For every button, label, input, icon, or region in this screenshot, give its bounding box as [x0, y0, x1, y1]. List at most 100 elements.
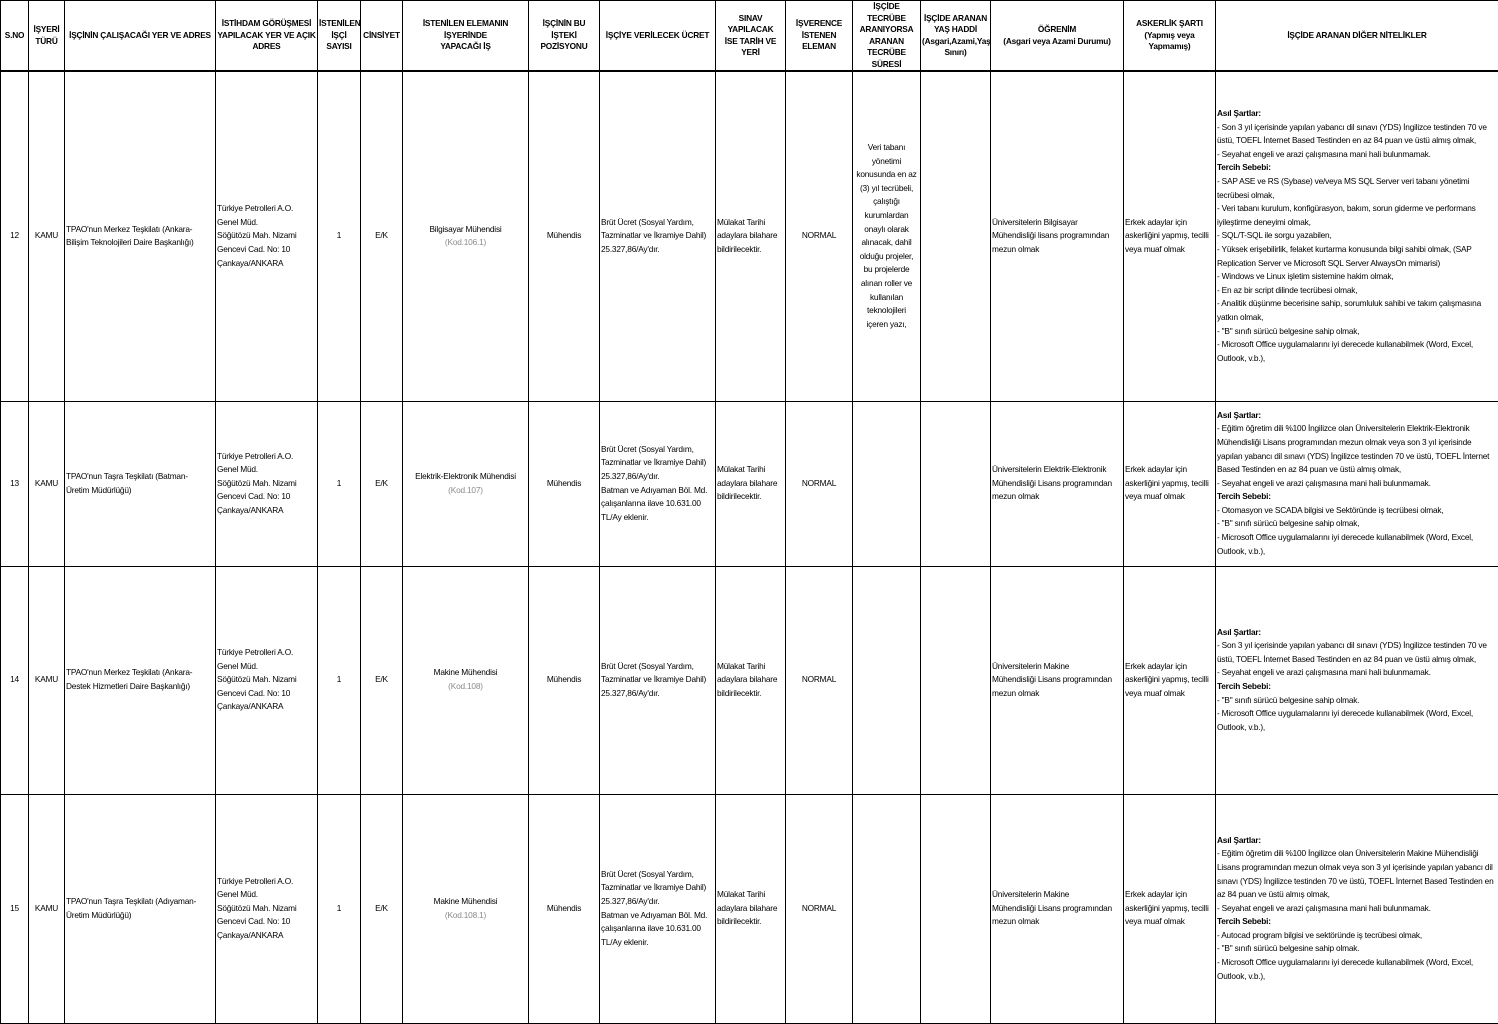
tercih-sebebi-heading: Tercih Sebebi:: [1217, 162, 1271, 172]
cell-askerlik: Erkek adaylar için askerliğini yapmış, t…: [1124, 794, 1216, 1023]
cell-isyeri-turu: KAMU: [29, 401, 65, 566]
cell-pozisyon: Mühendis: [529, 566, 600, 794]
cell-isyeri-turu: KAMU: [29, 566, 65, 794]
cell-ucret: Brüt Ücret (Sosyal Yardım, Tazminatlar v…: [600, 401, 716, 566]
cell-istenen-eleman: NORMAL: [786, 71, 853, 401]
header-yas-haddi: İŞÇİDE ARANAN YAŞ HADDİ (Asgari,Azami,Ya…: [921, 1, 991, 72]
asil-sartlar-text: - Son 3 yıl içerisinde yapılan yabancı d…: [1217, 122, 1487, 159]
cell-diger-nitelikler: Asıl Şartlar: - Son 3 yıl içerisinde yap…: [1216, 71, 1498, 401]
cell-gorusme-yeri: Türkiye Petrolleri A.O. Genel Müd. Söğüt…: [216, 71, 318, 401]
job-code: (Kod.108.1): [445, 910, 486, 920]
cell-ucret: Brüt Ücret (Sosyal Yardım, Tazminatlar v…: [600, 794, 716, 1023]
job-code: (Kod.106.1): [445, 237, 486, 247]
cell-yapacagi-is: Elektrik-Elektronik Mühendisi (Kod.107): [403, 401, 529, 566]
cell-askerlik: Erkek adaylar için askerliğini yapmış, t…: [1124, 401, 1216, 566]
cell-pozisyon: Mühendis: [529, 71, 600, 401]
cell-askerlik: Erkek adaylar için askerliğini yapmış, t…: [1124, 71, 1216, 401]
cell-isci-sayisi: 1: [318, 401, 361, 566]
job-title: Elektrik-Elektronik Mühendisi: [415, 471, 516, 481]
job-title: Makine Mühendisi: [434, 667, 498, 677]
cell-pozisyon: Mühendis: [529, 794, 600, 1023]
job-title: Bilgisayar Mühendisi: [429, 224, 501, 234]
header-ogrenim: ÖĞRENİM (Asgari veya Azami Durumu): [991, 1, 1124, 72]
header-calisacagi-yer: İŞÇİNİN ÇALIŞACAĞI YER VE ADRES: [65, 1, 216, 72]
asil-sartlar-text: - Son 3 yıl içerisinde yapılan yabancı d…: [1217, 640, 1487, 677]
header-cinsiyet: CİNSİYET: [361, 1, 403, 72]
cell-yas-haddi: [921, 401, 991, 566]
cell-istenen-eleman: NORMAL: [786, 566, 853, 794]
cell-calisacagi-yer: TPAO'nun Taşra Teşkilatı (Adıyaman- Üret…: [65, 794, 216, 1023]
cell-isyeri-turu: KAMU: [29, 794, 65, 1023]
asil-sartlar-heading: Asıl Şartlar:: [1217, 835, 1261, 845]
header-gorusme-yeri: İSTİHDAM GÖRÜŞMESİ YAPILACAK YER VE AÇIK…: [216, 1, 318, 72]
cell-pozisyon: Mühendis: [529, 401, 600, 566]
cell-yas-haddi: [921, 566, 991, 794]
cell-isci-sayisi: 1: [318, 566, 361, 794]
header-tecrube-suresi: İŞÇİDE TECRÜBE ARANIYORSA ARANAN TECRÜBE…: [853, 1, 921, 72]
cell-yapacagi-is: Makine Mühendisi (Kod.108): [403, 566, 529, 794]
cell-sno: 15: [1, 794, 29, 1023]
cell-tecrube-suresi: Veri tabanı yönetimi konusunda en az (3)…: [853, 71, 921, 401]
cell-tecrube-suresi: [853, 401, 921, 566]
cell-ogrenim: Üniversitelerin Bilgisayar Mühendisliği …: [991, 71, 1124, 401]
tercih-sebebi-text: - "B" sınıfı sürücü belgesine sahip olma…: [1217, 695, 1473, 732]
cell-isci-sayisi: 1: [318, 794, 361, 1023]
header-diger-nitelikler: İŞÇİDE ARANAN DİĞER NİTELİKLER: [1216, 1, 1498, 72]
cell-diger-nitelikler: Asıl Şartlar: - Eğitim öğretim dili %100…: [1216, 401, 1498, 566]
cell-sinav: Mülakat Tarihi adaylara bilahare bildiri…: [716, 566, 786, 794]
cell-yapacagi-is: Makine Mühendisi (Kod.108.1): [403, 794, 529, 1023]
header-sno: S.NO: [1, 1, 29, 72]
cell-cinsiyet: E/K: [361, 566, 403, 794]
cell-istenen-eleman: NORMAL: [786, 401, 853, 566]
cell-ogrenim: Üniversitelerin Elektrik-Elektronik Mühe…: [991, 401, 1124, 566]
tercih-sebebi-heading: Tercih Sebebi:: [1217, 916, 1271, 926]
cell-sno: 12: [1, 71, 29, 401]
cell-sinav: Mülakat Tarihi adaylara bilahare bildiri…: [716, 794, 786, 1023]
cell-gorusme-yeri: Türkiye Petrolleri A.O. Genel Müd. Söğüt…: [216, 401, 318, 566]
header-sinav: SINAV YAPILACAK İSE TARİH VE YERİ: [716, 1, 786, 72]
job-title: Makine Mühendisi: [434, 896, 498, 906]
cell-diger-nitelikler: Asıl Şartlar: - Son 3 yıl içerisinde yap…: [1216, 566, 1498, 794]
asil-sartlar-heading: Asıl Şartlar:: [1217, 108, 1261, 118]
cell-isyeri-turu: KAMU: [29, 71, 65, 401]
cell-gorusme-yeri: Türkiye Petrolleri A.O. Genel Müd. Söğüt…: [216, 794, 318, 1023]
tercih-sebebi-heading: Tercih Sebebi:: [1217, 491, 1271, 501]
header-isyeri-turu: İŞYERİ TÜRÜ: [29, 1, 65, 72]
cell-istenen-eleman: NORMAL: [786, 794, 853, 1023]
cell-tecrube-suresi: [853, 566, 921, 794]
cell-ucret: Brüt Ücret (Sosyal Yardım, Tazminatlar v…: [600, 71, 716, 401]
header-askerlik: ASKERLİK ŞARTI (Yapmış veya Yapmamış): [1124, 1, 1216, 72]
cell-gorusme-yeri: Türkiye Petrolleri A.O. Genel Müd. Söğüt…: [216, 566, 318, 794]
cell-calisacagi-yer: TPAO'nun Taşra Teşkilatı (Batman- Üretim…: [65, 401, 216, 566]
cell-yapacagi-is: Bilgisayar Mühendisi (Kod.106.1): [403, 71, 529, 401]
cell-yas-haddi: [921, 794, 991, 1023]
cell-askerlik: Erkek adaylar için askerliğini yapmış, t…: [1124, 566, 1216, 794]
header-yapacagi-is: İSTENİLEN ELEMANIN İŞYERİNDE YAPACAĞI İŞ: [403, 1, 529, 72]
asil-sartlar-heading: Asıl Şartlar:: [1217, 410, 1261, 420]
cell-ogrenim: Üniversitelerin Makine Mühendisliği Lisa…: [991, 794, 1124, 1023]
cell-cinsiyet: E/K: [361, 71, 403, 401]
cell-sinav: Mülakat Tarihi adaylara bilahare bildiri…: [716, 401, 786, 566]
asil-sartlar-text: - Eğitim öğretim dili %100 İngilizce ola…: [1217, 423, 1489, 487]
header-istenen-eleman: İŞVERENCE İSTENEN ELEMAN: [786, 1, 853, 72]
cell-ogrenim: Üniversitelerin Makine Mühendisliği Lisa…: [991, 566, 1124, 794]
cell-calisacagi-yer: TPAO'nun Merkez Teşkilatı (Ankara- Deste…: [65, 566, 216, 794]
cell-isci-sayisi: 1: [318, 71, 361, 401]
cell-sno: 14: [1, 566, 29, 794]
cell-ucret: Brüt Ücret (Sosyal Yardım, Tazminatlar v…: [600, 566, 716, 794]
cell-yas-haddi: [921, 71, 991, 401]
job-code: (Kod.108): [448, 681, 483, 691]
tercih-sebebi-text: - SAP ASE ve RS (Sybase) ve/veya MS SQL …: [1217, 176, 1481, 363]
cell-cinsiyet: E/K: [361, 794, 403, 1023]
cell-sinav: Mülakat Tarihi adaylara bilahare bildiri…: [716, 71, 786, 401]
tercih-sebebi-text: - Autocad program bilgisi ve sektöründe …: [1217, 930, 1473, 981]
cell-diger-nitelikler: Asıl Şartlar: - Eğitim öğretim dili %100…: [1216, 794, 1498, 1023]
cell-sno: 13: [1, 401, 29, 566]
asil-sartlar-heading: Asıl Şartlar:: [1217, 627, 1261, 637]
header-isci-sayisi: İSTENİLEN İŞÇİ SAYISI: [318, 1, 361, 72]
